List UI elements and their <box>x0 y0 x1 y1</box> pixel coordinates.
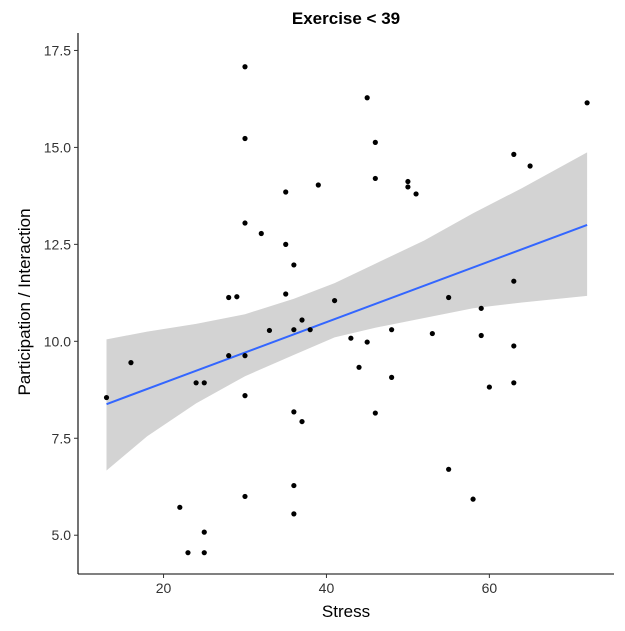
y-axis-title: Participation / Interaction <box>15 208 34 395</box>
x-tick-label: 60 <box>482 580 498 596</box>
data-point <box>527 163 533 169</box>
data-point <box>201 550 207 556</box>
data-point <box>177 504 183 510</box>
data-point <box>291 327 297 333</box>
chart-title: Exercise < 39 <box>292 9 400 28</box>
data-point <box>242 393 248 399</box>
data-point <box>242 220 248 226</box>
data-point <box>364 95 370 101</box>
data-point <box>299 317 305 323</box>
data-point <box>201 529 207 535</box>
data-point <box>307 327 313 333</box>
data-point <box>299 418 305 425</box>
data-point <box>478 332 484 339</box>
data-point <box>201 380 207 386</box>
data-point <box>348 335 354 341</box>
data-point <box>389 374 395 380</box>
data-point <box>470 496 476 502</box>
data-point <box>242 353 248 359</box>
data-point <box>372 139 378 145</box>
data-point <box>283 189 289 195</box>
data-point <box>331 297 338 304</box>
data-point <box>446 294 452 301</box>
data-point <box>405 178 411 185</box>
data-point <box>185 550 191 556</box>
confidence-band-layer <box>106 152 588 471</box>
data-point <box>511 278 517 284</box>
data-point <box>291 511 297 517</box>
data-point <box>478 305 484 311</box>
data-point <box>103 394 110 401</box>
data-point <box>291 482 297 489</box>
data-point <box>315 182 321 188</box>
y-tick-label: 15.0 <box>44 139 71 155</box>
data-point <box>429 330 435 337</box>
confidence-band <box>106 152 588 471</box>
axes: 20 40 60 5.0 7.5 10.0 12.5 15.0 17.5 <box>44 33 614 596</box>
data-point <box>511 343 517 349</box>
data-point <box>356 364 362 370</box>
y-tick-label: 12.5 <box>44 236 71 252</box>
fit-line-layer <box>106 224 588 406</box>
data-point <box>584 100 590 106</box>
y-tick-label: 7.5 <box>52 430 72 446</box>
data-point <box>258 230 264 237</box>
y-tick-label: 10.0 <box>44 333 71 349</box>
data-point <box>446 466 452 472</box>
data-point <box>364 339 370 345</box>
data-point <box>372 175 378 182</box>
regression-line <box>106 224 588 406</box>
data-point <box>226 294 232 301</box>
data-point <box>242 64 248 70</box>
data-point <box>486 384 492 390</box>
data-point <box>193 380 199 386</box>
data-point <box>511 151 517 157</box>
data-point <box>128 360 134 366</box>
data-point <box>266 327 273 334</box>
x-tick-label: 20 <box>156 580 172 596</box>
data-point <box>283 241 289 247</box>
x-tick-label: 40 <box>319 580 335 596</box>
data-point <box>242 135 248 142</box>
data-point <box>389 327 395 333</box>
data-point <box>291 409 297 415</box>
data-point <box>242 493 248 500</box>
data-point <box>234 294 240 300</box>
y-tick-label: 17.5 <box>44 42 71 58</box>
data-point <box>511 380 517 386</box>
data-point <box>283 291 289 297</box>
data-point <box>413 191 419 197</box>
points-layer <box>103 64 590 556</box>
x-axis-title: Stress <box>322 602 370 621</box>
y-tick-label: 5.0 <box>52 527 72 543</box>
data-point <box>226 353 232 359</box>
data-point <box>291 262 297 268</box>
data-point <box>372 410 378 416</box>
data-point <box>405 184 411 190</box>
